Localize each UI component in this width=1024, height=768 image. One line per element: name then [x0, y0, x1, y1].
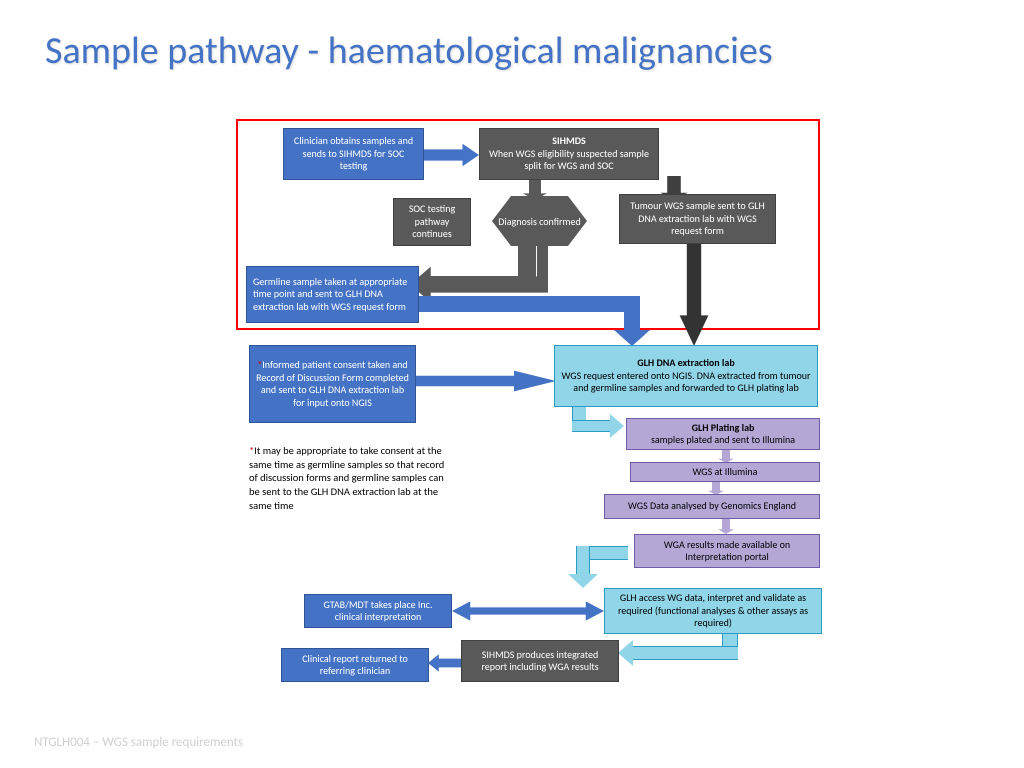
node-plating-text: samples plated and sent to Illumina [651, 434, 795, 447]
node-soc: SOC testing pathway continues [393, 198, 471, 246]
arrow-germline-glh [418, 296, 686, 348]
footnote: *It may be appropriate to take consent a… [249, 444, 447, 512]
node-glh-access: GLH access WG data, interpret and valida… [604, 588, 822, 634]
node-genomics-text: WGS Data analysed by Genomics England [628, 500, 796, 513]
node-plating: GLH Plating lab samples plated and sent … [626, 418, 820, 450]
node-report: SIHMDS produces integrated report includ… [461, 640, 619, 682]
node-tumour: Tumour WGS sample sent to GLH DNA extrac… [619, 194, 776, 244]
footer-text: NTGLH004 – WGS sample requirements [34, 735, 243, 750]
node-consent: *Informed patient consent taken and Reco… [249, 345, 416, 423]
node-illumina-text: WGS at Illumina [693, 466, 758, 479]
node-sihmds-text: When WGS eligibility suspected sample sp… [486, 148, 652, 173]
node-glh-extract-title: GLH DNA extraction lab [637, 357, 734, 370]
node-tumour-text: Tumour WGS sample sent to GLH DNA extrac… [626, 200, 769, 238]
node-genomics: WGS Data analysed by Genomics England [604, 494, 820, 519]
arrow-access-report [618, 632, 738, 670]
node-illumina: WGS at Illumina [630, 462, 820, 482]
node-glh-extract: GLH DNA extraction lab WGS request enter… [554, 345, 818, 407]
node-diagnosis-text: Diagnosis confirmed [498, 215, 580, 228]
node-diagnosis: Diagnosis confirmed [492, 196, 587, 246]
node-sihmds: SIHMDS When WGS eligibility suspected sa… [479, 128, 659, 180]
node-report-text: SIHMDS produces integrated report includ… [468, 649, 612, 674]
arrow-illumina-genomics [706, 481, 726, 495]
node-glh-extract-text: WGS request entered onto NGIS. DNA extra… [561, 370, 811, 395]
node-germline: Germline sample taken at appropriate tim… [246, 266, 419, 323]
arrow-consent-glh [416, 368, 556, 394]
arrow-genomics-portal [716, 518, 736, 534]
node-gtab-text: GTAB/MDT takes place Inc. clinical inter… [311, 599, 445, 624]
node-clinical-text: Clinical report returned to referring cl… [288, 653, 422, 678]
page-title: Sample pathway - haematological malignan… [45, 28, 773, 74]
node-soc-text: SOC testing pathway continues [400, 203, 464, 241]
node-portal: WGA results made available on Interpreta… [634, 534, 820, 568]
node-clinician-text: Clinician obtains samples and sends to S… [290, 135, 417, 173]
node-glh-access-text: GLH access WG data, interpret and valida… [611, 592, 815, 630]
node-germline-text: Germline sample taken at appropriate tim… [253, 276, 412, 314]
node-gtab: GTAB/MDT takes place Inc. clinical inter… [304, 594, 452, 628]
node-consent-text: *Informed patient consent taken and Reco… [256, 359, 409, 409]
node-clinician: Clinician obtains samples and sends to S… [283, 128, 424, 180]
arrow-diagnosis-germline-2 [418, 244, 548, 300]
node-clinical: Clinical report returned to referring cl… [281, 648, 429, 682]
footnote-text: It may be appropriate to take consent at… [249, 444, 444, 512]
arrow-extract-plating [566, 406, 628, 442]
arrow-plating-illumina [716, 449, 736, 463]
node-sihmds-title: SIHMDS [552, 135, 585, 148]
arrow-portal-access [568, 546, 636, 594]
node-portal-text: WGA results made available on Interpreta… [641, 539, 813, 564]
arrow-access-gtab [452, 599, 604, 623]
arrow-report-clinical [428, 652, 464, 674]
